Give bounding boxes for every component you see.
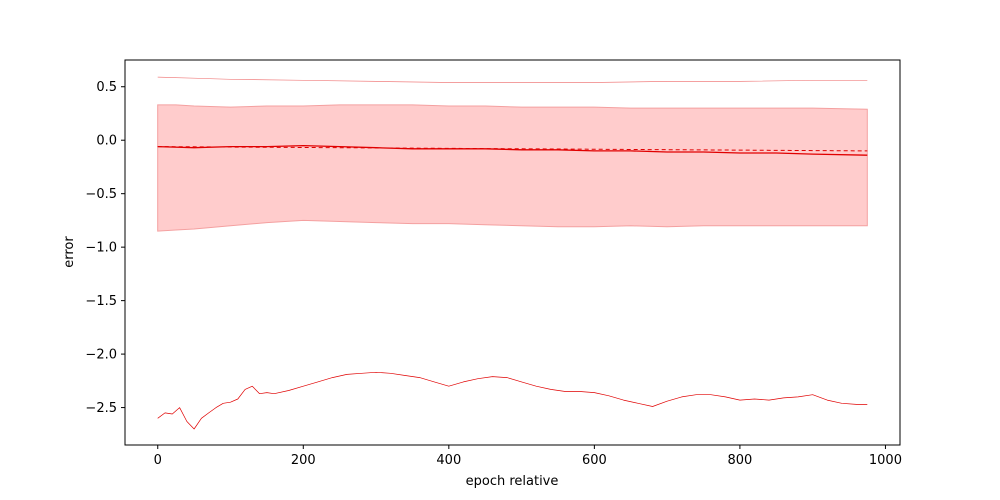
mean-line bbox=[157, 144, 868, 156]
y-tick-label: −2.5 bbox=[85, 401, 117, 416]
x-tick-label: 400 bbox=[436, 453, 461, 468]
y-tick-label: 0.0 bbox=[96, 134, 117, 149]
x-tick-label: 1000 bbox=[869, 453, 902, 468]
y-tick-label: −1.5 bbox=[85, 294, 117, 309]
y-axis-label: error bbox=[62, 236, 77, 268]
plot-area bbox=[157, 76, 868, 430]
min-line bbox=[157, 371, 868, 430]
axes-frame bbox=[124, 59, 901, 446]
max-line bbox=[157, 76, 868, 83]
x-tick-label: 600 bbox=[582, 453, 607, 468]
x-tick-label: 0 bbox=[154, 453, 162, 468]
x-axis-label: epoch relative bbox=[466, 474, 559, 489]
x-tick-label: 200 bbox=[291, 453, 316, 468]
y-tick-label: 0.5 bbox=[96, 80, 117, 95]
x-tick-label: 800 bbox=[727, 453, 752, 468]
trend-line bbox=[157, 146, 868, 152]
y-tick-label: −1.0 bbox=[85, 241, 117, 256]
std-band bbox=[157, 104, 868, 232]
axis-ticks: 0 200 400 600 800 1000 −2.5 −2.0 −1.5 −1.0 −0.5 0.0… bbox=[85, 80, 902, 468]
y-tick-label: −0.5 bbox=[85, 187, 117, 202]
y-tick-label: −2.0 bbox=[85, 348, 117, 363]
